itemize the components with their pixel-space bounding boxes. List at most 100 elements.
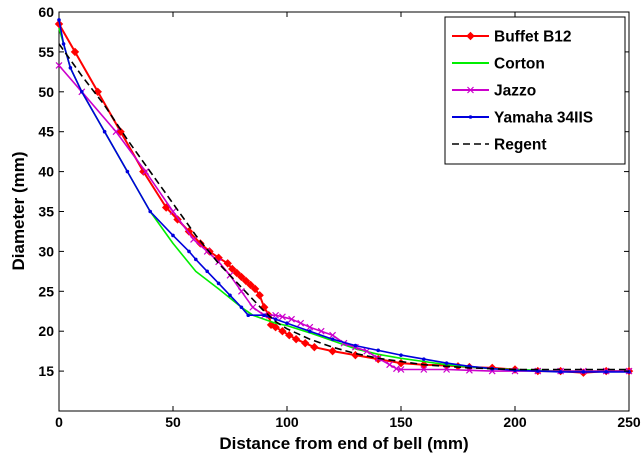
legend-label: Regent bbox=[494, 137, 547, 154]
data-point bbox=[420, 366, 428, 373]
data-point bbox=[196, 239, 205, 248]
data-point bbox=[444, 361, 449, 365]
data-point bbox=[249, 303, 257, 311]
x-tick-label: 100 bbox=[275, 414, 299, 430]
data-point bbox=[190, 236, 197, 243]
data-point bbox=[125, 169, 130, 174]
data-point bbox=[581, 370, 586, 374]
data-point bbox=[317, 327, 325, 335]
data-point bbox=[116, 127, 125, 136]
data-point bbox=[329, 331, 337, 339]
data-point bbox=[246, 313, 251, 318]
x-axis-title: Distance from end of bell (mm) bbox=[219, 434, 468, 453]
data-point bbox=[308, 329, 312, 334]
data-point bbox=[330, 337, 335, 341]
data-point bbox=[232, 268, 242, 278]
legend-marker bbox=[467, 86, 474, 94]
x-tick-label: 150 bbox=[389, 414, 413, 430]
legend-marker bbox=[468, 115, 473, 119]
y-tick-label: 40 bbox=[38, 164, 54, 180]
legend-entry-buffet-b12: Buffet B12 bbox=[452, 29, 572, 46]
data-point bbox=[205, 269, 209, 274]
series-yamaha-34iis bbox=[57, 18, 631, 374]
y-tick-label: 30 bbox=[38, 243, 54, 259]
data-point bbox=[285, 321, 289, 326]
data-point bbox=[80, 90, 84, 94]
series-jazzo bbox=[55, 62, 633, 375]
data-point bbox=[271, 323, 280, 332]
y-tick-label: 25 bbox=[38, 283, 54, 299]
data-point bbox=[397, 366, 405, 373]
data-point bbox=[310, 342, 319, 352]
data-point bbox=[262, 313, 267, 318]
legend-label: Corton bbox=[494, 56, 545, 73]
y-tick-label: 20 bbox=[38, 323, 54, 339]
data-point bbox=[223, 259, 232, 268]
data-point bbox=[250, 284, 260, 294]
data-point bbox=[61, 42, 66, 46]
data-point bbox=[228, 293, 232, 298]
data-point bbox=[216, 281, 221, 286]
data-point bbox=[386, 361, 394, 369]
data-point bbox=[171, 233, 175, 238]
legend-entry-corton: Corton bbox=[452, 56, 545, 73]
data-point bbox=[148, 209, 152, 214]
data-point bbox=[55, 62, 63, 69]
legend-items: Buffet B12 Corton Jazzo Yamaha 34IIS Regent bbox=[452, 29, 593, 154]
data-point bbox=[239, 305, 244, 310]
data-point bbox=[301, 338, 310, 348]
data-point bbox=[376, 348, 381, 353]
data-point bbox=[306, 323, 314, 331]
data-point bbox=[142, 168, 150, 176]
legend-label: Jazzo bbox=[494, 83, 536, 100]
data-point bbox=[255, 291, 264, 300]
series-line-regent bbox=[58, 43, 629, 371]
data-point bbox=[57, 18, 61, 22]
data-point bbox=[328, 346, 337, 356]
data-point bbox=[246, 280, 255, 290]
y-tick-label: 35 bbox=[38, 204, 54, 220]
legend-label: Buffet B12 bbox=[494, 29, 572, 46]
y-axis-title: Diameter (mm) bbox=[9, 151, 28, 270]
data-point bbox=[353, 343, 358, 348]
y-tick-label: 60 bbox=[38, 4, 54, 20]
series-layer bbox=[54, 18, 634, 377]
legend-entry-yamaha-34iis: Yamaha 34IIS bbox=[452, 110, 593, 127]
data-point bbox=[291, 334, 301, 344]
data-point bbox=[237, 272, 246, 282]
y-tick-label: 50 bbox=[38, 84, 54, 100]
data-point bbox=[422, 357, 426, 361]
legend-label: Yamaha 34IIS bbox=[494, 110, 593, 127]
x-tick-label: 50 bbox=[165, 414, 181, 430]
y-tick-label: 15 bbox=[38, 363, 54, 379]
data-point bbox=[194, 257, 198, 262]
data-point bbox=[443, 366, 451, 373]
data-point bbox=[70, 47, 80, 57]
legend-entry-jazzo: Jazzo bbox=[452, 83, 536, 100]
data-point bbox=[297, 319, 305, 327]
legend-marker bbox=[466, 31, 475, 41]
legend: Buffet B12 Corton Jazzo Yamaha 34IIS Regent bbox=[444, 16, 626, 165]
data-point bbox=[399, 353, 403, 357]
data-point bbox=[278, 326, 287, 336]
data-point bbox=[604, 370, 608, 374]
data-point bbox=[203, 247, 211, 255]
data-point bbox=[273, 317, 278, 322]
x-tick-label: 0 bbox=[55, 414, 63, 430]
data-point bbox=[285, 330, 294, 340]
data-point bbox=[187, 249, 191, 254]
y-tick-label: 55 bbox=[38, 44, 54, 60]
data-point bbox=[279, 313, 286, 321]
data-point bbox=[169, 208, 177, 215]
data-point bbox=[558, 370, 563, 374]
data-point bbox=[112, 128, 120, 136]
legend-entry-regent: Regent bbox=[452, 137, 547, 154]
data-point bbox=[288, 315, 295, 323]
data-point bbox=[68, 66, 73, 70]
data-point bbox=[102, 129, 107, 134]
x-tick-label: 200 bbox=[503, 414, 527, 430]
tick-layer: 0 50 100 150 200 250 15 20 25 30 35 40 45 50 55 60 bbox=[38, 4, 640, 430]
data-point bbox=[241, 276, 251, 286]
data-point bbox=[272, 311, 280, 319]
